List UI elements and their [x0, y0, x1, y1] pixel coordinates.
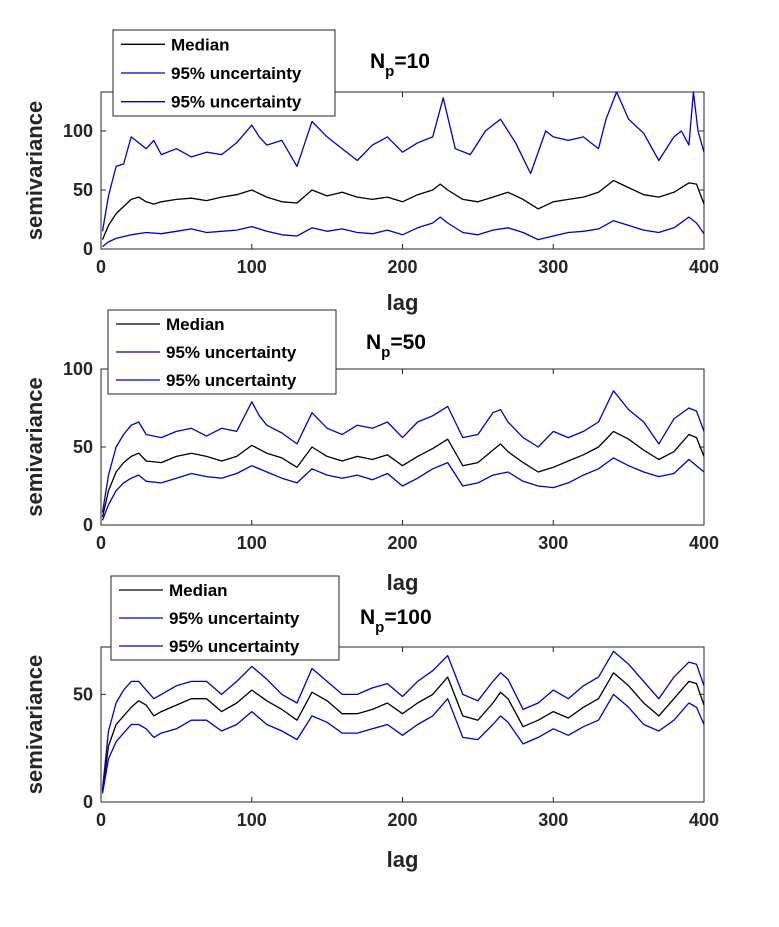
plot-area [100, 368, 705, 526]
y-tick-label: 0 [83, 239, 93, 259]
y-tick-label: 100 [63, 359, 93, 379]
legend: Median 95% uncertainty 95% uncertainty [110, 575, 340, 661]
y-axis-label: semivariance [22, 101, 47, 240]
x-tick-label: 400 [689, 257, 719, 277]
legend-entry-label: 95% uncertainty [169, 609, 300, 628]
plot-area [100, 646, 705, 803]
x-tick-label: 300 [538, 257, 568, 277]
x-axis-label: lag [387, 290, 419, 315]
upper-uncertainty-line [101, 390, 705, 513]
lower-uncertainty-line [101, 457, 705, 521]
x-tick-label: 400 [689, 810, 719, 830]
x-tick-label: 100 [237, 810, 267, 830]
median-line [101, 672, 705, 792]
legend-entry-label: Median [166, 315, 225, 334]
median-line [101, 179, 705, 240]
x-tick-label: 400 [689, 533, 719, 553]
x-axis-label: lag [387, 570, 419, 595]
legend-entry-label: 95% uncertainty [171, 64, 302, 83]
legend: Median 95% uncertainty 95% uncertainty [107, 309, 337, 395]
title-tail: =100 [384, 606, 431, 629]
chart-title: Np=50 [366, 331, 426, 361]
panel-1: 0 100 200 300 400 0 50 100 lag semivariance Np=10 M… [22, 29, 719, 315]
x-tick-label: 200 [387, 810, 417, 830]
legend-entry-label: 95% uncertainty [166, 343, 297, 362]
lower-uncertainty-line [102, 216, 705, 248]
title-main: N [370, 50, 385, 73]
y-tick-label: 50 [73, 684, 93, 704]
x-tick-label: 200 [387, 257, 417, 277]
title-tail: =50 [390, 331, 426, 354]
legend-entry-label: 95% uncertainty [166, 371, 297, 390]
upper-uncertainty-line [101, 650, 705, 790]
legend-entry-label: Median [169, 581, 228, 600]
upper-uncertainty-line [101, 91, 705, 232]
title-main: N [360, 606, 375, 629]
median-line [101, 430, 705, 518]
x-tick-label: 100 [237, 257, 267, 277]
title-tail: =10 [394, 50, 430, 73]
lower-uncertainty-line [101, 693, 705, 794]
plot-area [100, 91, 705, 250]
title-subscript: p [385, 63, 394, 80]
title-subscript: p [381, 344, 390, 361]
x-tick-label: 0 [96, 533, 106, 553]
legend-entry-label: 95% uncertainty [171, 93, 302, 112]
legend-entry-label: Median [171, 35, 230, 54]
y-tick-label: 0 [83, 515, 93, 535]
x-tick-label: 100 [237, 533, 267, 553]
y-axis-label: semivariance [22, 655, 47, 794]
chart-title: Np=10 [370, 50, 430, 80]
x-tick-label: 0 [96, 257, 106, 277]
panel-2: 0 100 200 300 400 0 50 100 lag semivariance Np=50 M… [22, 309, 719, 595]
panel-3: 0 100 200 300 400 0 50 lag semivariance Np=100 Med… [22, 575, 719, 872]
x-tick-label: 200 [387, 533, 417, 553]
y-axis-label: semivariance [22, 377, 47, 516]
y-tick-label: 50 [73, 437, 93, 457]
legend-entry-label: 95% uncertainty [169, 637, 300, 656]
legend: Median 95% uncertainty 95% uncertainty [112, 29, 336, 117]
x-tick-label: 300 [538, 533, 568, 553]
x-tick-label: 0 [96, 810, 106, 830]
title-main: N [366, 331, 381, 354]
y-tick-label: 100 [63, 121, 93, 141]
x-axis-label: lag [387, 847, 419, 872]
chart-title: Np=100 [360, 606, 432, 636]
x-tick-label: 300 [538, 810, 568, 830]
y-tick-label: 0 [83, 792, 93, 812]
y-tick-label: 50 [73, 180, 93, 200]
title-subscript: p [375, 619, 384, 636]
